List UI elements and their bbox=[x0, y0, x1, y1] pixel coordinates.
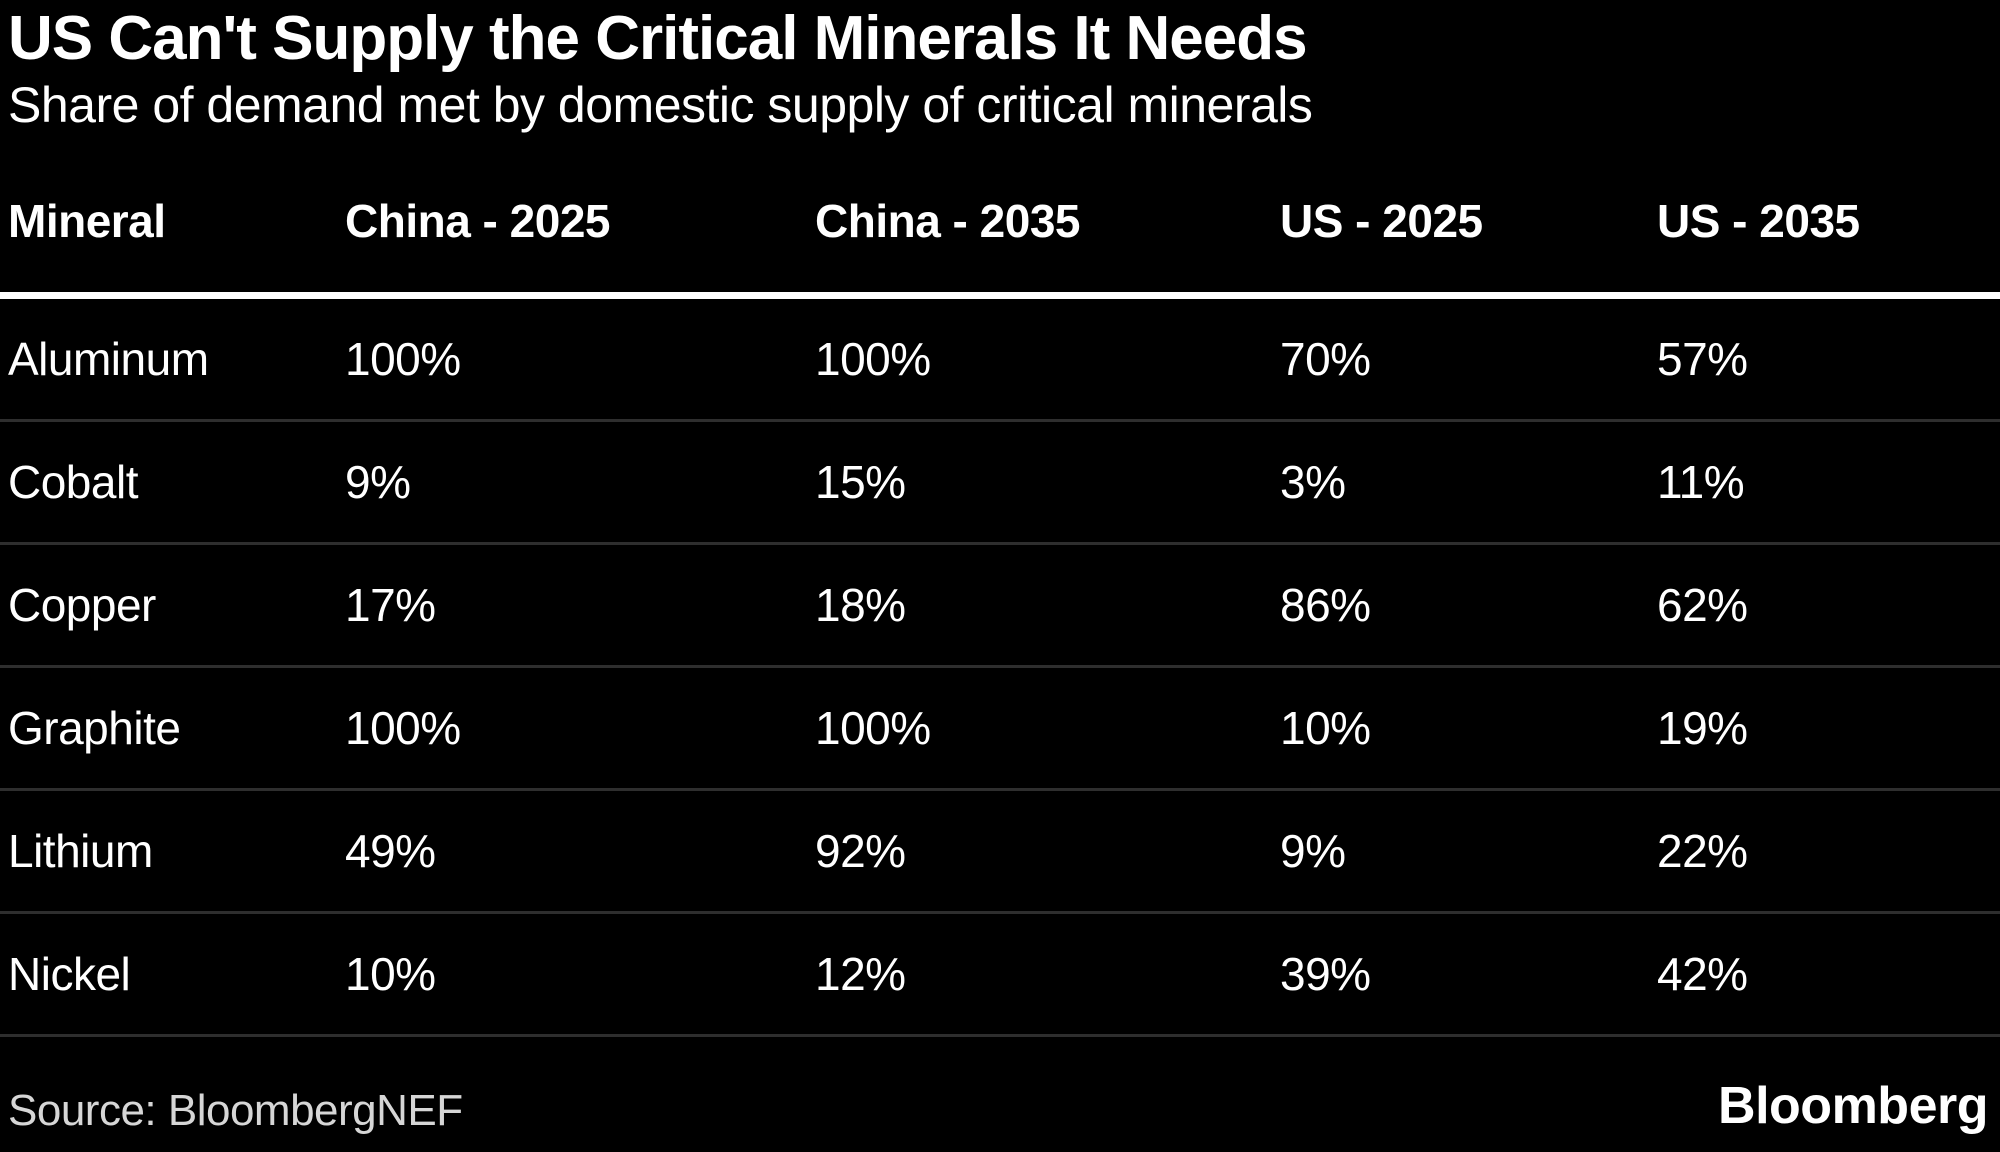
value-cell: 11% bbox=[1657, 455, 1745, 508]
column-header: China - 2025 bbox=[345, 194, 611, 247]
value-cell: 15% bbox=[815, 455, 906, 508]
table-row: Nickel 10% 12% 39% 42% bbox=[0, 914, 2000, 1037]
value-cell: 19% bbox=[1657, 701, 1748, 754]
value-cell: 12% bbox=[815, 947, 906, 1000]
value-cell: 62% bbox=[1657, 578, 1748, 631]
chart-footer: Source: BloombergNEF Bloomberg bbox=[0, 1037, 2000, 1152]
mineral-name-cell: Copper bbox=[8, 578, 156, 631]
table-row: Copper 17% 18% 86% 62% bbox=[0, 545, 2000, 668]
value-cell: 22% bbox=[1657, 824, 1748, 877]
value-cell: 39% bbox=[1280, 947, 1371, 1000]
value-cell: 57% bbox=[1657, 332, 1748, 385]
table-body: Aluminum 100% 100% 70% 57% Cobalt 9% 15% 3% 11% Co… bbox=[0, 299, 2000, 1037]
column-header: Mineral bbox=[8, 194, 166, 247]
value-cell: 18% bbox=[815, 578, 906, 631]
value-cell: 70% bbox=[1280, 332, 1371, 385]
chart-title: US Can't Supply the Critical Minerals It… bbox=[8, 4, 1308, 73]
value-cell: 100% bbox=[815, 332, 931, 385]
table-header-row: Mineral China - 2025 China - 2035 US - 2025… bbox=[0, 194, 2000, 299]
value-cell: 17% bbox=[345, 578, 436, 631]
value-cell: 92% bbox=[815, 824, 906, 877]
mineral-name-cell: Lithium bbox=[8, 824, 153, 877]
value-cell: 100% bbox=[815, 701, 931, 754]
column-header: US - 2025 bbox=[1280, 194, 1483, 247]
table-row: Graphite 100% 100% 10% 19% bbox=[0, 668, 2000, 791]
value-cell: 3% bbox=[1280, 455, 1346, 508]
mineral-name-cell: Cobalt bbox=[8, 455, 138, 508]
value-cell: 86% bbox=[1280, 578, 1371, 631]
value-cell: 9% bbox=[345, 455, 411, 508]
mineral-name-cell: Graphite bbox=[8, 701, 181, 754]
chart-subtitle: Share of demand met by domestic supply o… bbox=[8, 77, 1313, 134]
value-cell: 100% bbox=[345, 701, 461, 754]
column-header: US - 2035 bbox=[1657, 194, 1860, 247]
value-cell: 42% bbox=[1657, 947, 1748, 1000]
value-cell: 49% bbox=[345, 824, 436, 877]
value-cell: 100% bbox=[345, 332, 461, 385]
table-row: Lithium 49% 92% 9% 22% bbox=[0, 791, 2000, 914]
table-row: Aluminum 100% 100% 70% 57% bbox=[0, 299, 2000, 422]
table-row: Cobalt 9% 15% 3% 11% bbox=[0, 422, 2000, 545]
value-cell: 10% bbox=[345, 947, 436, 1000]
bloomberg-logo: Bloomberg bbox=[1718, 1077, 1988, 1135]
value-cell: 9% bbox=[1280, 824, 1346, 877]
mineral-name-cell: Aluminum bbox=[8, 332, 209, 385]
column-header: China - 2035 bbox=[815, 194, 1081, 247]
value-cell: 10% bbox=[1280, 701, 1371, 754]
mineral-name-cell: Nickel bbox=[8, 947, 131, 1000]
source-note: Source: BloombergNEF bbox=[8, 1086, 463, 1135]
